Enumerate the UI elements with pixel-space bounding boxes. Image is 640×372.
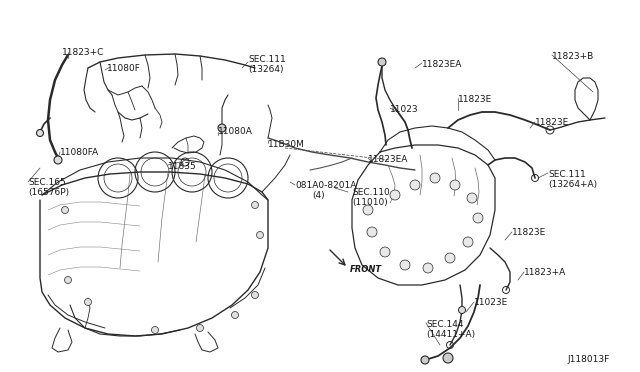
Text: (11010): (11010)	[352, 198, 388, 207]
Text: 11B30M: 11B30M	[268, 140, 305, 149]
Circle shape	[380, 247, 390, 257]
Circle shape	[218, 124, 226, 132]
Text: 11080A: 11080A	[218, 127, 253, 136]
Circle shape	[252, 292, 259, 298]
Circle shape	[443, 353, 453, 363]
Text: (14411+A): (14411+A)	[426, 330, 475, 339]
Text: 11023: 11023	[390, 105, 419, 114]
Text: SEC.110: SEC.110	[352, 188, 390, 197]
Circle shape	[152, 327, 159, 334]
Text: (4): (4)	[312, 191, 324, 200]
Circle shape	[450, 180, 460, 190]
Text: 11823EA: 11823EA	[368, 155, 408, 164]
Text: J118013F: J118013F	[568, 355, 610, 364]
Text: SEC.111: SEC.111	[248, 55, 285, 64]
Circle shape	[410, 180, 420, 190]
Circle shape	[61, 206, 68, 214]
Text: FRONT: FRONT	[350, 265, 382, 274]
Circle shape	[363, 205, 373, 215]
Text: 11080F: 11080F	[107, 64, 141, 73]
Circle shape	[65, 276, 72, 283]
Text: 11823E: 11823E	[512, 228, 547, 237]
Circle shape	[252, 202, 259, 208]
Text: SEC.111: SEC.111	[548, 170, 586, 179]
Circle shape	[378, 58, 386, 66]
Circle shape	[367, 227, 377, 237]
Circle shape	[36, 129, 44, 137]
Circle shape	[390, 190, 400, 200]
Circle shape	[463, 237, 473, 247]
Text: 11823+B: 11823+B	[552, 52, 595, 61]
Circle shape	[84, 298, 92, 305]
Text: 11080FA: 11080FA	[60, 148, 99, 157]
Circle shape	[257, 231, 264, 238]
Circle shape	[423, 263, 433, 273]
Circle shape	[232, 311, 239, 318]
Text: 081A0-8201A: 081A0-8201A	[295, 181, 356, 190]
Circle shape	[421, 356, 429, 364]
Text: 11823E: 11823E	[535, 118, 569, 127]
Circle shape	[445, 253, 455, 263]
Text: 11823+C: 11823+C	[62, 48, 104, 57]
Text: (13264+A): (13264+A)	[548, 180, 597, 189]
Circle shape	[473, 213, 483, 223]
Text: SEC.144: SEC.144	[426, 320, 463, 329]
Circle shape	[430, 173, 440, 183]
Text: 11023E: 11023E	[474, 298, 508, 307]
Circle shape	[196, 324, 204, 331]
Text: 11823+A: 11823+A	[524, 268, 566, 277]
Text: 11823EA: 11823EA	[422, 60, 462, 69]
Circle shape	[467, 193, 477, 203]
Text: (16576P): (16576P)	[28, 188, 69, 197]
Text: SEC.165: SEC.165	[28, 178, 66, 187]
Circle shape	[458, 307, 465, 314]
Circle shape	[54, 156, 62, 164]
Circle shape	[400, 260, 410, 270]
Text: 11823E: 11823E	[458, 95, 492, 104]
Text: 11835: 11835	[168, 162, 196, 171]
Text: (13264): (13264)	[248, 65, 284, 74]
